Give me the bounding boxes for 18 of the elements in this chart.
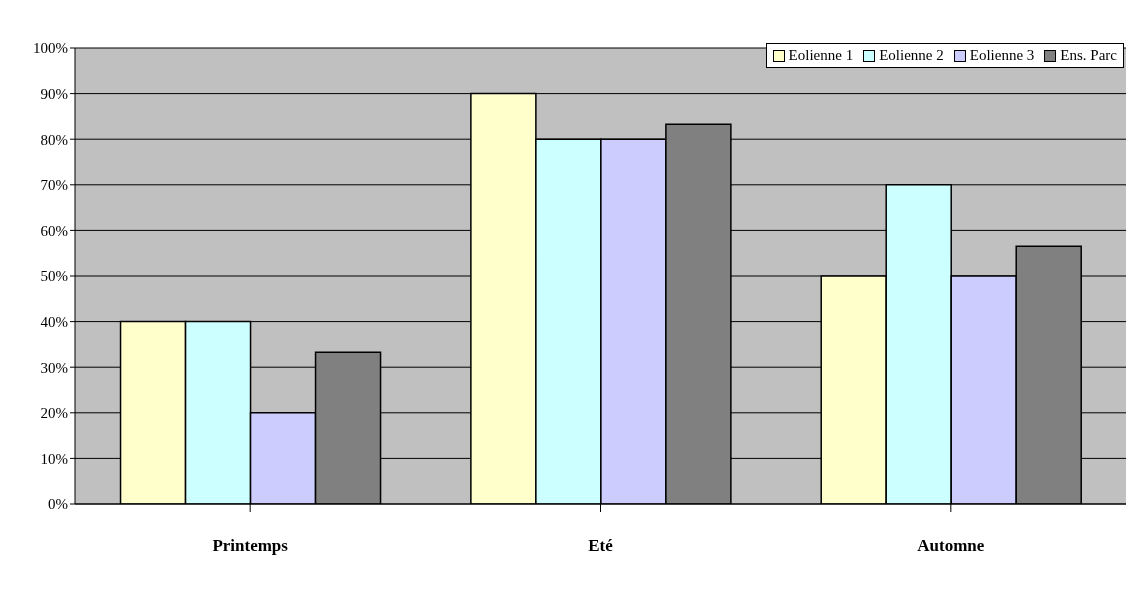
y-tick-label: 50% bbox=[40, 268, 68, 285]
y-tick-label: 20% bbox=[40, 405, 68, 422]
y-tick-label: 80% bbox=[40, 131, 68, 148]
y-tick-label: 100% bbox=[33, 40, 68, 57]
y-tick-label: 90% bbox=[40, 85, 68, 102]
y-tick-label: 40% bbox=[40, 313, 68, 330]
y-tick-label: 0% bbox=[48, 496, 68, 513]
y-tick-label: 60% bbox=[40, 222, 68, 239]
y-tick-label: 10% bbox=[40, 450, 68, 467]
legend-label: Eolienne 2 bbox=[878, 47, 944, 64]
x-tick-label: Printemps bbox=[212, 536, 289, 556]
x-tick-label: Eté bbox=[588, 536, 614, 556]
legend-label: Eolienne 3 bbox=[968, 47, 1035, 64]
legend-label: Eolienne 1 bbox=[787, 47, 854, 64]
legend-label: Ens. Parc bbox=[1059, 47, 1117, 64]
y-tick-label: 30% bbox=[40, 359, 68, 376]
y-tick-label: 70% bbox=[40, 177, 68, 194]
x-tick-label: Automne bbox=[917, 536, 985, 556]
